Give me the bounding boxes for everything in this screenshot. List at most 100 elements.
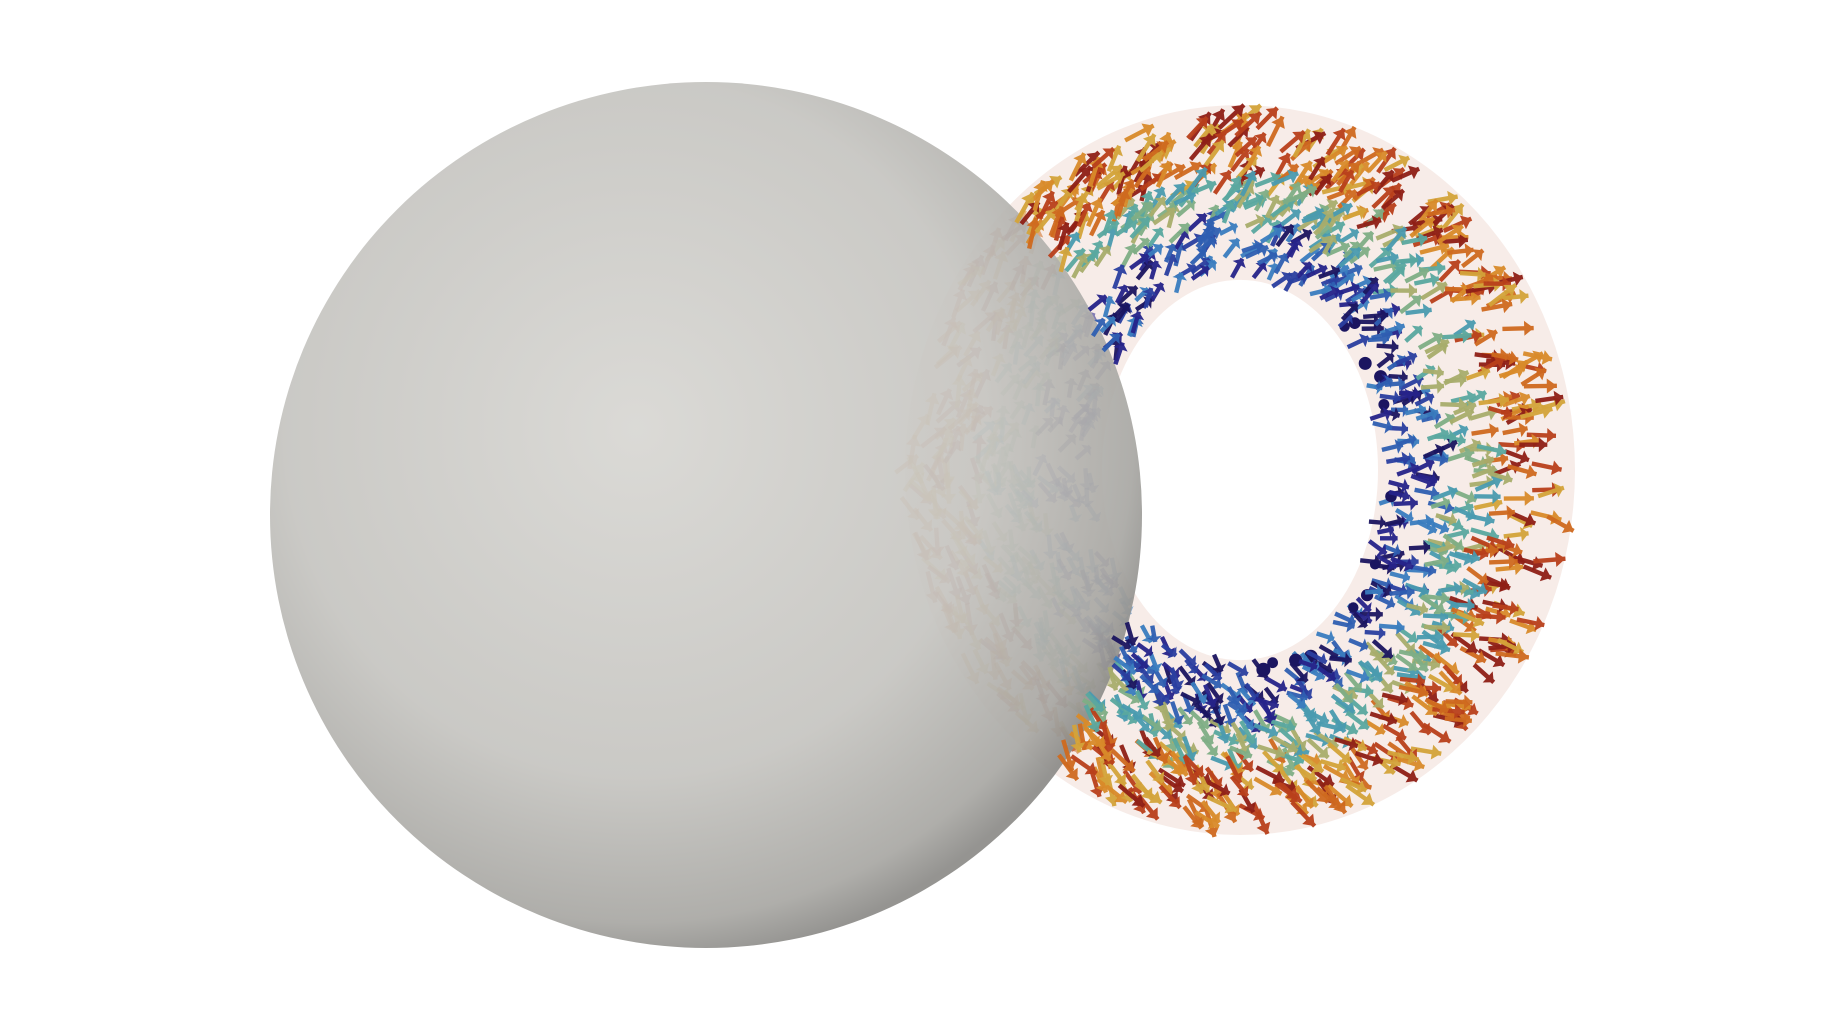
arrow-glyph	[1487, 405, 1513, 420]
arrow-glyph	[1391, 253, 1419, 268]
arrow-glyph	[1026, 217, 1042, 250]
arrow-glyph	[1182, 754, 1205, 778]
arrow-glyph	[1089, 209, 1107, 237]
arrow-glyph	[1229, 775, 1250, 798]
arrow-glyph	[1476, 443, 1507, 458]
arrow-glyph	[1218, 221, 1239, 236]
arrow-glyph	[1234, 111, 1263, 138]
arrow-glyph	[1420, 281, 1448, 301]
arrow-glyph	[1389, 584, 1415, 600]
arrow-glyph	[1422, 722, 1452, 744]
arrow-glyph	[1372, 419, 1393, 434]
arrow-glyph	[1389, 569, 1411, 585]
arrow-glyph	[1070, 724, 1086, 753]
arrow-glyph	[1422, 590, 1450, 606]
arrow-glyph	[1182, 735, 1198, 762]
arrow-glyph	[1129, 311, 1145, 334]
arrow-glyph	[1450, 632, 1479, 654]
arrow-glyph	[1094, 244, 1112, 268]
arrow-glyph	[1481, 298, 1513, 314]
arrow-glyph	[1401, 232, 1428, 247]
arrow-glyph	[1140, 713, 1163, 732]
arrow-glyph	[1086, 197, 1104, 228]
arrow-glyph	[1259, 226, 1284, 244]
arrow-glyph	[1387, 421, 1409, 437]
arrow-glyph	[1058, 246, 1073, 273]
arrow-glyph	[1129, 215, 1151, 240]
arrow-glyph	[1085, 691, 1105, 713]
arrow-glyph	[1406, 601, 1429, 617]
arrow-glyph	[1404, 402, 1427, 418]
arrow-glyph	[1139, 674, 1160, 695]
arrow-glyph	[1114, 284, 1130, 304]
arrow-glyph	[1379, 390, 1401, 406]
arrow-glyph	[1371, 639, 1394, 660]
arrow-glyph	[1098, 756, 1114, 786]
arrow-glyph	[1359, 606, 1383, 622]
arrow-glyph	[1385, 451, 1411, 467]
arrow-glyph	[1348, 246, 1371, 265]
arrow-glyph	[1161, 755, 1186, 774]
arrow-glyph	[1255, 765, 1286, 784]
arrow-glyph	[1472, 663, 1496, 684]
arrow-glyph	[1420, 378, 1445, 394]
arrow-glyph	[1465, 365, 1491, 381]
arrow-glyph	[1404, 582, 1430, 598]
arrow-glyph	[1380, 530, 1398, 546]
arrow-glyph	[1229, 745, 1253, 761]
arrow-glyph	[1152, 736, 1170, 765]
arrow-glyph	[1535, 390, 1564, 406]
arrow-glyph	[1358, 660, 1382, 678]
arrow-glyph	[1203, 139, 1226, 167]
arrow-glyph	[1083, 704, 1101, 733]
arrow-glyph	[1200, 800, 1222, 824]
arrow-glyph	[1520, 367, 1547, 387]
arrow-glyph	[1546, 514, 1575, 534]
arrow-glyph	[1409, 216, 1436, 239]
arrow-glyph	[1270, 719, 1296, 734]
arrow-glyph	[1461, 577, 1488, 596]
arrow-glyph	[1346, 333, 1370, 350]
arrow-glyph	[1254, 696, 1280, 712]
arrow-glyph	[1292, 128, 1312, 159]
arrow-glyph	[1124, 123, 1155, 143]
arrow-glyph	[1254, 171, 1282, 188]
arrow-glyph	[1187, 212, 1208, 233]
arrow-glyph	[1264, 675, 1288, 693]
arrow-glyph	[1503, 490, 1534, 506]
arrow-glyph	[1118, 178, 1136, 204]
arrow-glyph	[1356, 215, 1382, 230]
arrow-glyph	[1244, 145, 1263, 171]
arrow-glyph	[1315, 208, 1335, 235]
arrow-glyph	[1318, 264, 1341, 280]
arrow-glyph	[1369, 406, 1392, 422]
arrow-glyph	[1091, 146, 1116, 169]
arrow-glyph	[1503, 526, 1529, 542]
arrow-glyph	[1303, 708, 1330, 726]
arrow-glyph	[1453, 506, 1477, 522]
arrow-glyph	[1453, 627, 1480, 643]
arrow-glyph	[1383, 514, 1405, 529]
arrow-glyph	[1459, 266, 1486, 282]
arrow-glyph	[1376, 522, 1395, 538]
arrow-glyph	[1501, 391, 1531, 408]
arrow-glyph	[1222, 237, 1241, 259]
arrow-glyph	[1378, 619, 1405, 635]
arrow-glyph	[1146, 625, 1162, 643]
arrow-glyph	[1371, 327, 1393, 342]
arrow-glyph	[1432, 485, 1459, 501]
arrow-glyph	[1111, 662, 1132, 682]
arrow-glyph	[1158, 784, 1182, 810]
arrow-glyph	[1442, 533, 1465, 551]
arrow-glyph	[1290, 800, 1317, 828]
arrow-glyph	[1106, 760, 1127, 787]
arrow-glyph	[1113, 655, 1137, 675]
arrow-glyph	[1280, 208, 1302, 227]
arrow-glyph	[1239, 719, 1257, 745]
arrow-glyph	[1319, 285, 1340, 301]
arrow-glyph	[1330, 693, 1356, 714]
arrow-glyph	[1445, 694, 1473, 710]
arrow-glyph	[1466, 566, 1489, 585]
arrow-glyph	[1422, 443, 1446, 459]
arrow-glyph	[1295, 261, 1313, 279]
